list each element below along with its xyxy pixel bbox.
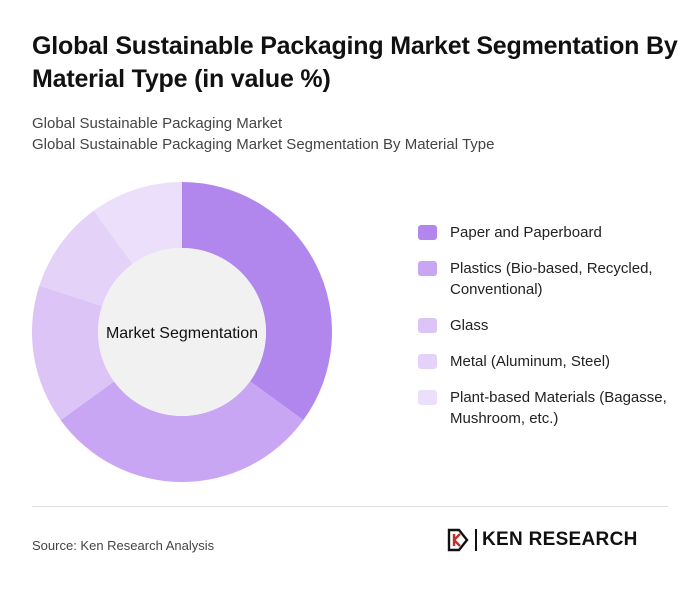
- legend-swatch: [418, 354, 437, 369]
- legend-swatch: [418, 261, 437, 276]
- chart-legend: Paper and Paperboard Plastics (Bio-based,…: [418, 222, 688, 444]
- donut-center: [98, 248, 266, 416]
- logo-text: KEN RESEARCH: [482, 529, 638, 550]
- legend-item: Glass: [418, 315, 688, 336]
- ken-research-logo-icon: [447, 528, 469, 552]
- legend-label: Plastics (Bio-based, Recycled, Conventio…: [450, 260, 653, 298]
- legend-item: Metal (Aluminum, Steel): [418, 351, 688, 372]
- legend-swatch: [418, 318, 437, 333]
- chart-subtitle: Global Sustainable Packaging Market Glob…: [32, 113, 672, 155]
- subtitle-line-2: Global Sustainable Packaging Market Segm…: [32, 136, 495, 153]
- donut-center-label: Market Segmentation: [106, 325, 258, 342]
- footer-divider: [32, 506, 668, 507]
- legend-item: Paper and Paperboard: [418, 222, 688, 243]
- logo-separator: [475, 529, 477, 551]
- legend-swatch: [418, 225, 437, 240]
- donut-slice: [93, 182, 182, 265]
- legend-item: Plant-based Materials (Bagasse, Mushroom…: [418, 387, 688, 429]
- ken-research-logo: KEN RESEARCH: [447, 528, 638, 552]
- legend-item: Plastics (Bio-based, Recycled, Conventio…: [418, 258, 688, 300]
- donut-slice: [39, 210, 133, 307]
- legend-label: Metal (Aluminum, Steel): [450, 353, 611, 370]
- donut-chart: Market Segmentation: [32, 182, 332, 482]
- legend-label: Glass: [450, 317, 489, 334]
- chart-area: Market Segmentation Paper and Paperboard…: [0, 170, 700, 500]
- donut-slice: [32, 285, 115, 421]
- legend-label: Plant-based Materials (Bagasse, Mushroom…: [450, 389, 667, 427]
- donut-slice: [182, 182, 332, 421]
- legend-swatch: [418, 390, 437, 405]
- subtitle-line-1: Global Sustainable Packaging Market: [32, 115, 283, 132]
- legend-label: Paper and Paperboard: [450, 224, 602, 241]
- chart-title: Global Sustainable Packaging Market Segm…: [32, 32, 678, 93]
- donut-slice: [60, 381, 304, 482]
- source-note: Source: Ken Research Analysis: [32, 538, 215, 553]
